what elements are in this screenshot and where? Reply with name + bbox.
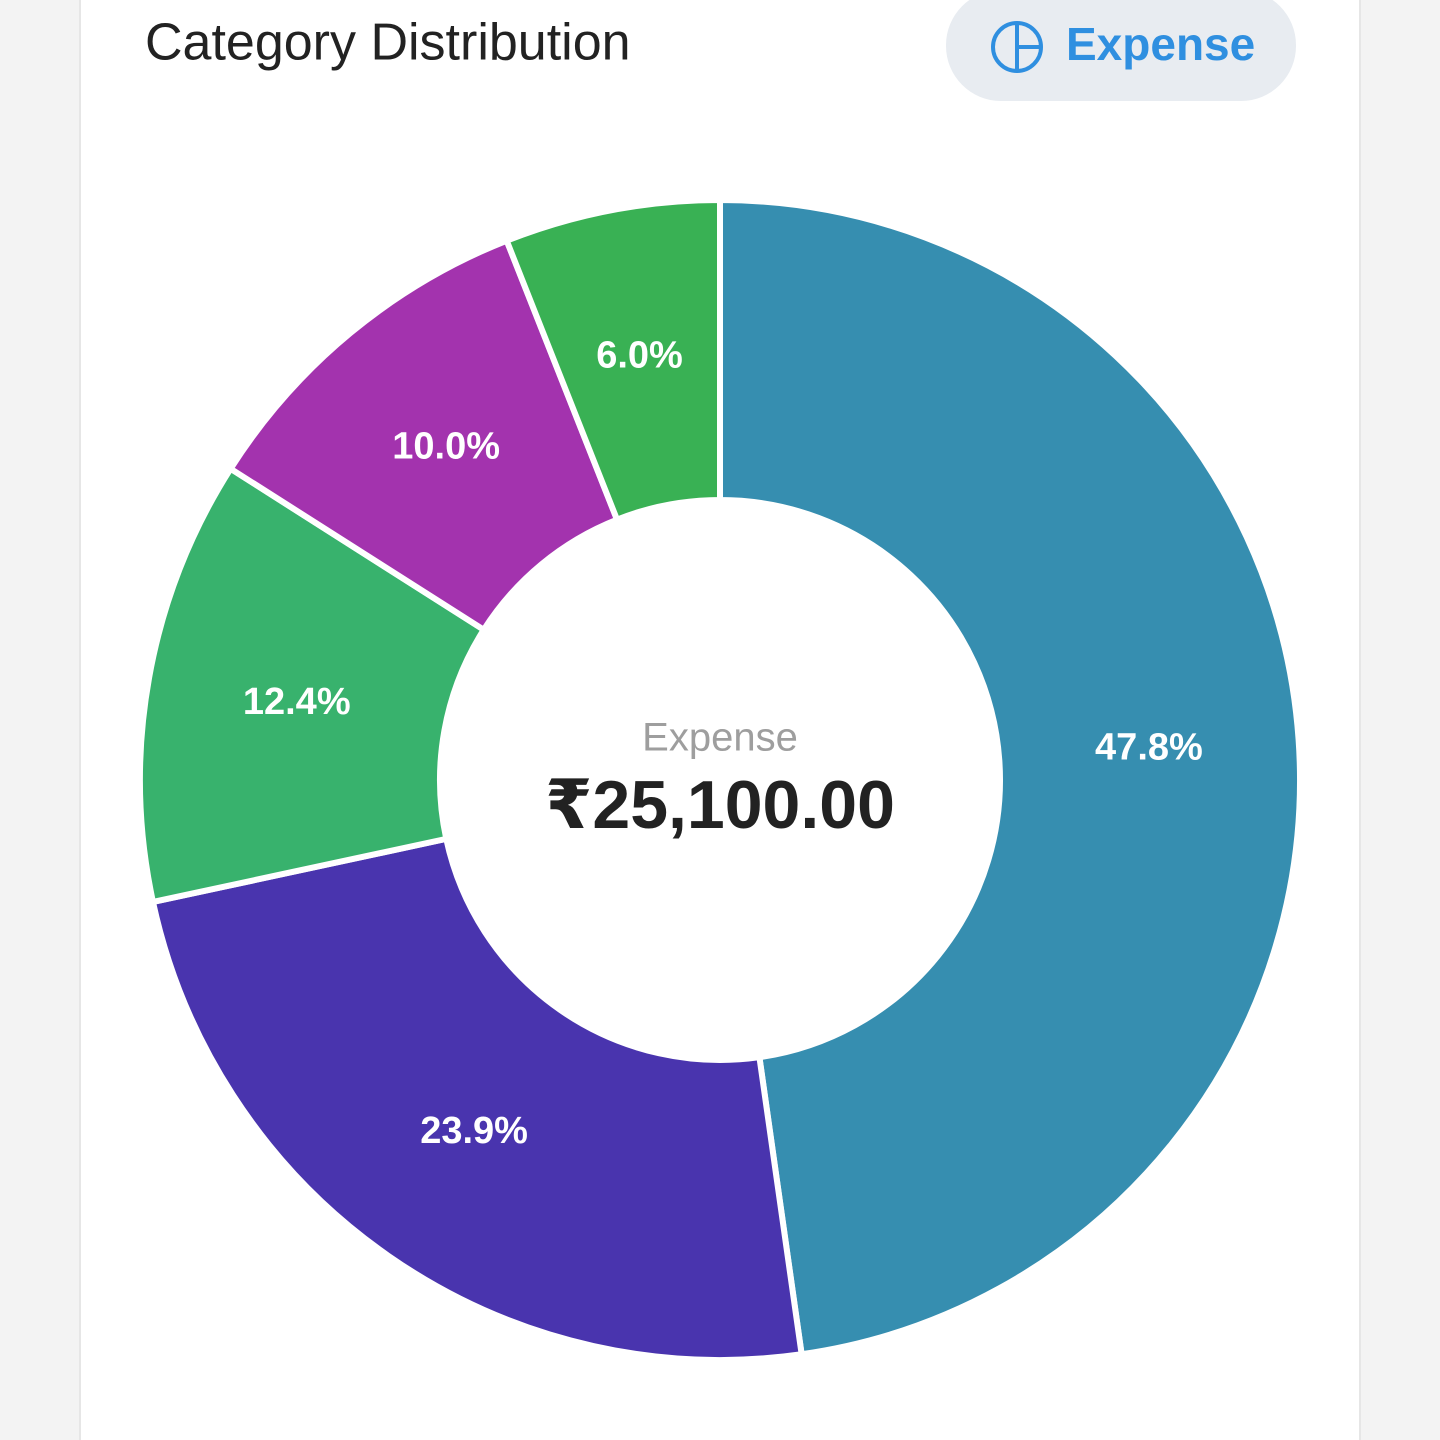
- slice: [717, 196, 1303, 1358]
- toggle-label: Expense: [1066, 18, 1255, 70]
- slice-label: 6.0%: [596, 335, 683, 377]
- slice: [149, 835, 806, 1363]
- slice-label: 47.8%: [1095, 727, 1203, 769]
- center-value: ₹25,100.00: [545, 767, 895, 843]
- center-label: Expense: [642, 716, 798, 760]
- toggle-button[interactable]: Expense: [946, 0, 1296, 101]
- toggle-icon: [991, 21, 1043, 73]
- slice-label: 10.0%: [392, 426, 500, 468]
- slice: [502, 196, 723, 524]
- slice-label: 12.4%: [243, 681, 351, 723]
- toggle-background: [946, 0, 1296, 101]
- slice: [226, 236, 621, 634]
- donut: 47.8% 23.9% 12.4% 10.0% 6.0%: [137, 196, 1303, 1363]
- card-title: Category Distribution: [145, 14, 631, 72]
- slice-label: 23.9%: [420, 1110, 528, 1152]
